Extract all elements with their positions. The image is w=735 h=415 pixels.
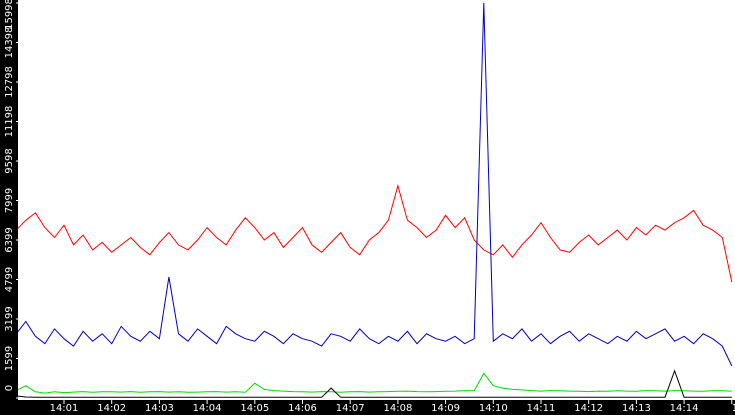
x-tick-label: 14:02 <box>97 403 126 414</box>
y-tick-label: 6399 <box>4 227 15 252</box>
series-line <box>18 2 733 367</box>
x-tick-label: 14:05 <box>240 403 269 414</box>
x-tick-label: 14:01 <box>50 403 79 414</box>
x-tick-label: 14:12 <box>574 403 603 414</box>
x-tick-label: 14:03 <box>145 403 174 414</box>
x-tick-label: 14:11 <box>527 403 556 414</box>
y-tick-label: 15998 <box>4 0 15 30</box>
y-tick-label: 4799 <box>4 267 15 292</box>
series-line <box>18 183 733 283</box>
y-tick-label: 11198 <box>4 106 15 138</box>
y-tick-label: 1599 <box>4 346 15 371</box>
y-tick-label: 3199 <box>4 306 15 331</box>
x-tick-label: 14:13 <box>622 403 651 414</box>
series-line <box>18 369 732 398</box>
x-tick-label: 14:14 <box>670 403 699 414</box>
x-tick-label: 14:06 <box>288 403 317 414</box>
y-tick-label: 9598 <box>4 148 15 173</box>
x-tick-label: 14:07 <box>336 403 365 414</box>
y-tick-label: 7999 <box>4 188 15 213</box>
x-tick-label: 14 <box>732 403 735 414</box>
y-tick-label: 0 <box>4 385 15 391</box>
x-tick-label: 14:09 <box>431 403 460 414</box>
x-tick-label: 14:08 <box>383 403 412 414</box>
x-tick-label: 14:10 <box>479 403 508 414</box>
series-line <box>18 372 732 394</box>
x-tick-label: 14:04 <box>193 403 222 414</box>
y-axis-band <box>0 0 18 415</box>
x-axis-band <box>0 400 735 415</box>
y-tick-label: 14398 <box>4 27 15 59</box>
y-tick-label: 12798 <box>4 66 15 98</box>
